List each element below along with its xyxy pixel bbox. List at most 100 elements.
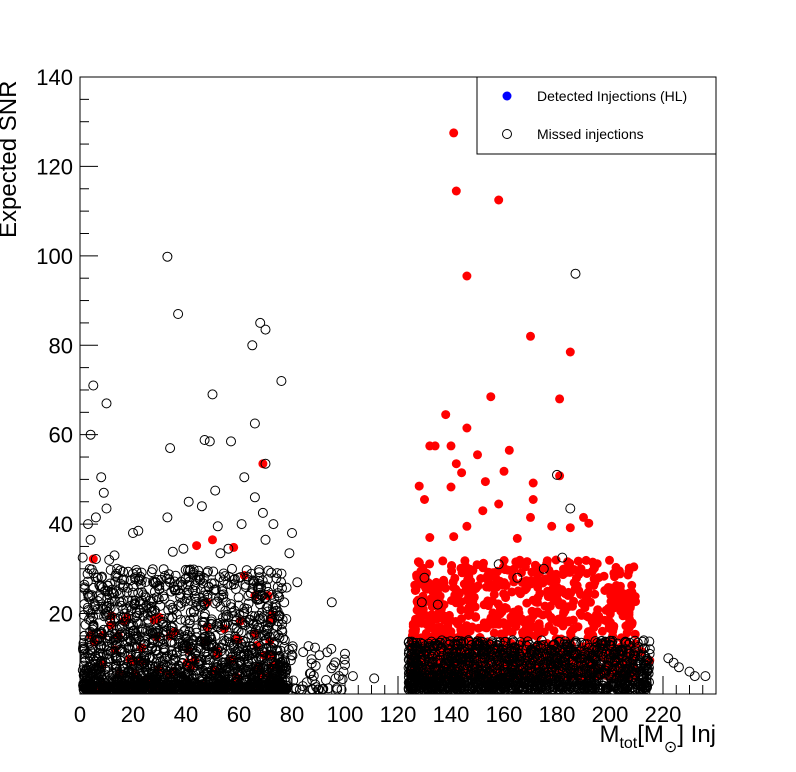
- missed-point: [106, 621, 117, 632]
- missed-point: [116, 627, 127, 638]
- detected-point: [526, 331, 535, 341]
- missed-point: [689, 671, 700, 682]
- detected-point: [420, 610, 430, 620]
- detected-point: [484, 567, 494, 577]
- missed-point: [140, 625, 151, 636]
- detected-point: [566, 628, 575, 638]
- missed-point: [166, 659, 177, 670]
- missed-point: [552, 469, 562, 480]
- detected-point: [522, 557, 532, 567]
- missed-point: [250, 653, 261, 664]
- missed-point: [548, 639, 559, 650]
- missed-point: [247, 583, 258, 594]
- missed-point: [183, 585, 194, 596]
- missed-point: [213, 683, 224, 694]
- detected-point: [507, 587, 517, 597]
- detected-point: [436, 608, 446, 618]
- missed-point: [463, 644, 473, 654]
- missed-point: [595, 669, 606, 680]
- detected-point: [430, 441, 440, 451]
- missed-point: [621, 644, 632, 655]
- missed-point: [421, 645, 432, 656]
- missed-point: [149, 675, 160, 686]
- missed-point: [199, 632, 210, 643]
- missed-point: [281, 664, 292, 675]
- missed-point: [448, 658, 459, 669]
- missed-point: [239, 603, 250, 614]
- missed-point: [232, 638, 243, 648]
- missed-point: [101, 398, 112, 409]
- missed-point: [275, 657, 286, 668]
- detected-point: [499, 466, 509, 476]
- missed-point: [617, 670, 628, 681]
- missed-point: [178, 543, 189, 554]
- detected-point: [582, 611, 592, 621]
- missed-point: [246, 568, 257, 579]
- missed-point: [549, 657, 560, 668]
- missed-point: [199, 590, 210, 601]
- detected-point: [565, 567, 575, 577]
- missed-point: [129, 676, 140, 687]
- missed-point: [158, 639, 169, 649]
- missed-point: [154, 616, 165, 627]
- missed-point: [500, 667, 511, 678]
- missed-point: [263, 601, 274, 612]
- x-tick-label: 0: [74, 702, 86, 727]
- missed-point: [537, 651, 548, 662]
- detected-point: [582, 569, 592, 578]
- missed-point: [202, 622, 213, 633]
- missed-point: [310, 660, 321, 671]
- missed-point: [176, 598, 187, 608]
- detected-point: [467, 598, 477, 608]
- missed-point: [268, 607, 279, 618]
- missed-point: [145, 625, 156, 636]
- missed-point: [554, 637, 565, 647]
- missed-point: [207, 389, 218, 400]
- missed-point: [90, 512, 101, 523]
- missed-point: [248, 576, 259, 587]
- x-axis-title: Mtot[M⊙] Inj: [599, 721, 716, 756]
- missed-point: [605, 639, 615, 650]
- missed-point: [498, 640, 509, 651]
- missed-point: [485, 639, 496, 650]
- missed-point: [78, 670, 89, 681]
- missed-point: [180, 625, 191, 636]
- missed-point: [629, 668, 640, 679]
- x-axis-title-rest: ] Inj: [677, 721, 716, 748]
- missed-point: [157, 613, 168, 624]
- missed-point: [242, 666, 253, 677]
- x-tick-label: 80: [280, 702, 304, 727]
- missed-point: [110, 671, 121, 682]
- detected-point: [473, 450, 482, 460]
- missed-point: [83, 592, 94, 603]
- missed-point: [186, 677, 197, 688]
- missed-point: [182, 579, 193, 590]
- missed-point: [147, 627, 158, 638]
- missed-point: [249, 418, 260, 429]
- missed-point: [330, 673, 341, 684]
- missed-point: [449, 669, 460, 680]
- detected-point: [192, 541, 202, 551]
- y-tick-label: 60: [49, 423, 73, 448]
- detected-point: [570, 583, 580, 593]
- detected-point: [627, 580, 637, 590]
- missed-point: [259, 663, 270, 674]
- missed-point: [573, 667, 584, 678]
- missed-point: [622, 682, 633, 693]
- missed-point: [122, 582, 133, 593]
- missed-point: [151, 646, 162, 656]
- detected-point: [528, 478, 538, 488]
- missed-point: [158, 682, 169, 693]
- missed-point: [529, 646, 540, 657]
- missed-point: [478, 668, 489, 679]
- missed-point: [104, 554, 115, 565]
- missed-point: [142, 614, 153, 625]
- missed-point: [277, 583, 287, 594]
- missed-point: [507, 665, 518, 676]
- detected-point: [589, 581, 599, 590]
- detected-point: [435, 591, 445, 601]
- missed-point: [287, 528, 297, 538]
- detected-point: [533, 631, 543, 641]
- missed-point: [265, 642, 276, 652]
- missed-point: [276, 376, 287, 386]
